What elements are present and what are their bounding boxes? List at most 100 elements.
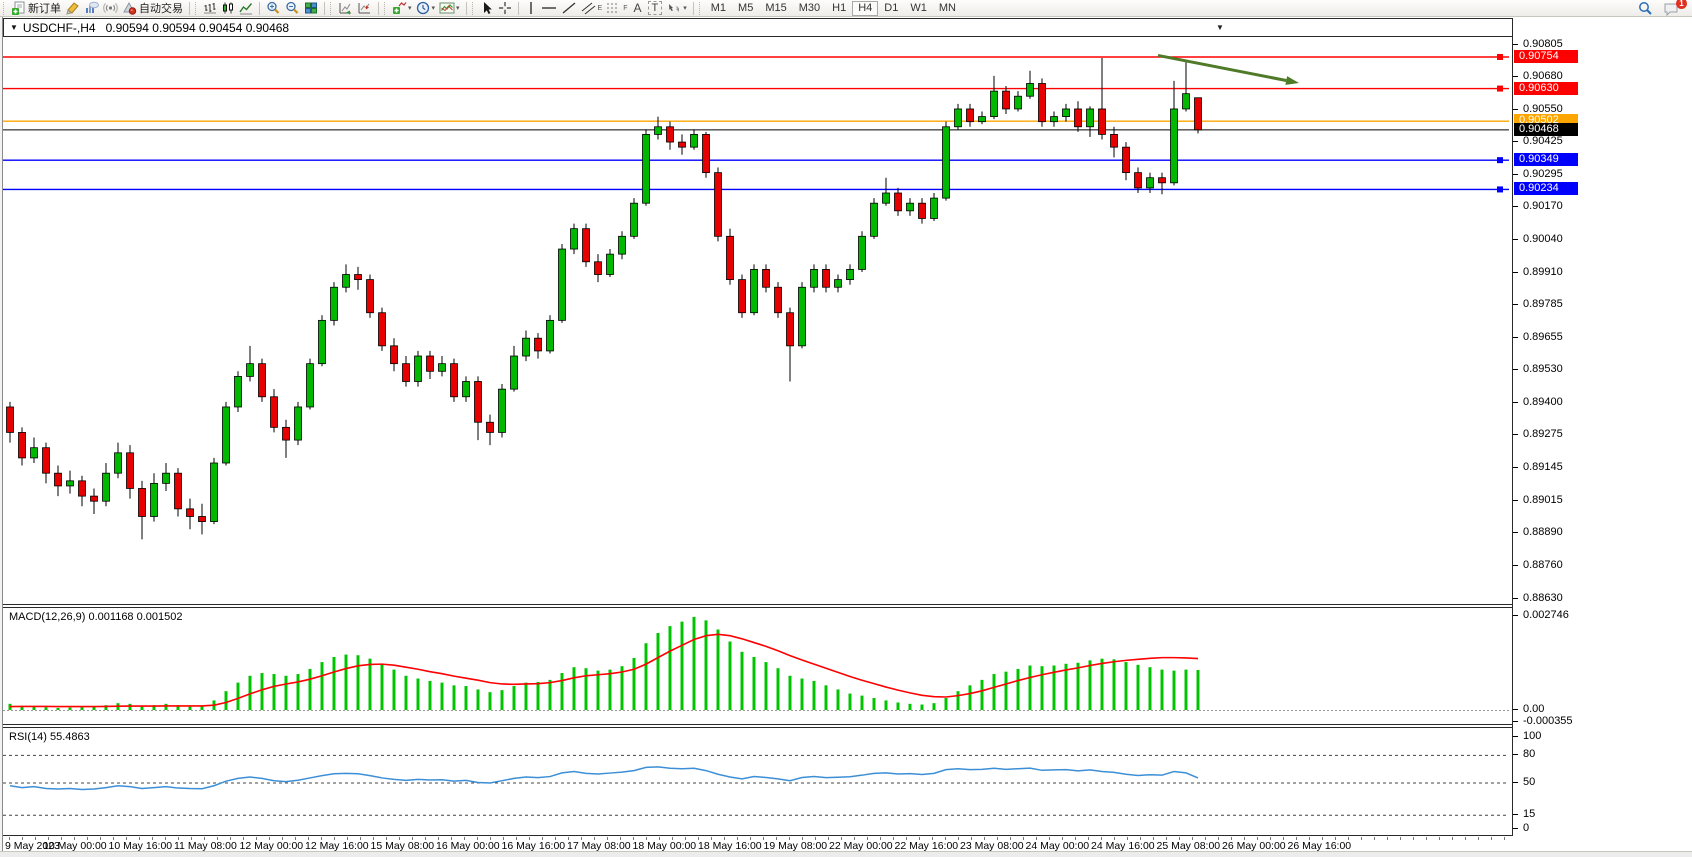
rsi-panel[interactable]: RSI(14) 55.4863: [3, 727, 1512, 836]
macd-panel[interactable]: MACD(12,26,9) 0.001168 0.001502: [3, 607, 1512, 725]
zoom-out-button[interactable]: [283, 1, 302, 16]
macd-label: MACD(12,26,9) 0.001168 0.001502: [9, 611, 183, 623]
current-price-label: 0.90468: [1514, 122, 1578, 136]
time-tick: [1387, 837, 1388, 840]
chart-shift-marker-icon[interactable]: ▼: [1216, 23, 1224, 32]
timeframe-d1[interactable]: D1: [884, 1, 899, 14]
fibo-suffix-label: F: [623, 4, 628, 12]
price-tick-label: 0.90425: [1523, 134, 1563, 147]
time-tick: [698, 837, 699, 840]
time-tick: [230, 837, 231, 840]
time-tick: [828, 837, 829, 840]
axis-tick: [1513, 709, 1518, 710]
signal-button[interactable]: [101, 1, 120, 16]
styler-button[interactable]: [63, 1, 82, 16]
time-tick: [100, 837, 101, 840]
time-tick: [659, 837, 660, 840]
time-tick: [464, 837, 465, 840]
periods-button[interactable]: ▾: [414, 1, 438, 16]
search-icon: [1639, 1, 1652, 15]
price-tick-label: 0.89910: [1523, 265, 1563, 278]
macd-chart[interactable]: [3, 608, 1512, 726]
axis-tick: [1513, 271, 1518, 273]
time-tick: [542, 837, 543, 840]
time-tick: [1309, 837, 1310, 840]
horizontal-line-button[interactable]: [539, 1, 559, 16]
time-tick: [646, 837, 647, 840]
time-tick: [685, 837, 686, 840]
equidistant-channel-button[interactable]: E: [579, 1, 605, 16]
chart-line-button[interactable]: [237, 1, 255, 16]
fibonacci-button[interactable]: F: [604, 1, 629, 16]
timeframe-h4[interactable]: H4: [852, 0, 879, 16]
time-tick: [373, 837, 374, 840]
timeframe-m1[interactable]: M1: [710, 1, 727, 14]
time-tick: [516, 837, 517, 840]
text-icon: A: [633, 1, 642, 15]
time-tick: [919, 837, 920, 840]
time-tick: [1374, 837, 1375, 840]
time-label: 16 May 16:00: [501, 840, 566, 852]
arrows-button[interactable]: ▾: [664, 1, 689, 16]
text-button[interactable]: A: [630, 1, 646, 16]
chart-candles-icon: [223, 2, 233, 14]
rsi-axis-label: 80: [1523, 748, 1536, 761]
symbol-dropdown-icon[interactable]: ▼: [10, 23, 18, 32]
templates-button[interactable]: ▾: [437, 1, 462, 16]
time-tick: [1335, 837, 1336, 840]
time-tick: [503, 837, 504, 840]
autotrade-button[interactable]: 自动交易: [120, 1, 185, 16]
time-label: 26 May 16:00: [1287, 840, 1352, 852]
auto-scroll-button[interactable]: [336, 1, 355, 16]
axis-tick: [1513, 205, 1518, 207]
timeframe-m30[interactable]: M30: [798, 1, 821, 14]
rsi-chart[interactable]: [3, 728, 1512, 837]
chart-bars-button[interactable]: [201, 1, 219, 16]
styler-icon: [66, 2, 79, 15]
crosshair-button[interactable]: [496, 1, 514, 16]
time-label: 23 May 08:00: [960, 840, 1024, 852]
price-axis[interactable]: 0.90805 0.90680 0.90550 0.90425 0.90295 0.901…: [1512, 18, 1692, 836]
main-chart[interactable]: [3, 37, 1512, 605]
time-tick: [126, 837, 127, 840]
indicators-button[interactable]: ▾: [390, 1, 414, 16]
macd-axis-label: -0.000355: [1523, 715, 1573, 728]
notifications-button[interactable]: 1: [1661, 0, 1687, 16]
time-tick: [451, 837, 452, 840]
timeframe-h1[interactable]: H1: [832, 1, 847, 14]
time-label: 11 May 08:00: [174, 840, 237, 852]
cursor-button[interactable]: [478, 1, 496, 16]
zoom-in-button[interactable]: [264, 1, 283, 16]
time-tick: [1049, 837, 1050, 840]
tile-windows-button[interactable]: [302, 1, 320, 16]
time-tick: [893, 837, 894, 840]
cursor-icon: [483, 2, 492, 14]
timeframe-w1[interactable]: W1: [910, 1, 927, 14]
trendline-button[interactable]: [559, 1, 579, 16]
new-order-button[interactable]: 新订单: [9, 1, 63, 16]
time-tick: [529, 837, 530, 840]
vertical-line-button[interactable]: [523, 1, 539, 16]
time-tick: [334, 837, 335, 840]
time-tick: [633, 837, 634, 840]
chart-shift-button[interactable]: [355, 1, 374, 16]
axis-tick: [1513, 597, 1518, 599]
candlestick-chart[interactable]: [3, 37, 1512, 603]
timeframe-m15[interactable]: M15: [765, 1, 787, 14]
time-tick: [321, 837, 322, 840]
timeframe-mn[interactable]: MN: [938, 1, 956, 14]
time-tick: [1140, 837, 1141, 840]
timeframe-m5[interactable]: M5: [738, 1, 754, 14]
chart-bars-icon: [204, 3, 216, 14]
axis-tick: [1513, 721, 1518, 723]
text-label-button[interactable]: T: [646, 1, 665, 16]
periods-icon: [416, 1, 429, 15]
search-button[interactable]: [1635, 1, 1655, 16]
toolbar-grip: [384, 1, 387, 15]
zoom-in-icon: [267, 1, 280, 14]
horizontal-scrollbar[interactable]: [0, 851, 1692, 857]
chart-candles-button[interactable]: [219, 1, 237, 16]
time-axis[interactable]: 9 May 2023 10 May 00:00 10 May 16:00 11 May…: [3, 837, 1692, 852]
price-line-label: 0.90349: [1514, 153, 1578, 167]
profile-button[interactable]: [82, 1, 101, 16]
